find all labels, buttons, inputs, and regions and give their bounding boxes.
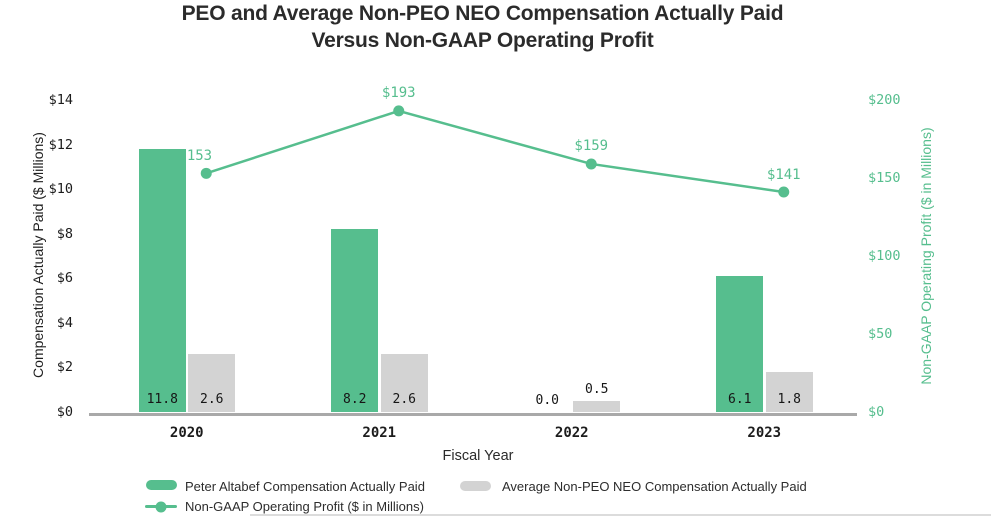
line-point-label: $141 bbox=[766, 166, 801, 183]
chart-title-line1: PEO and Average Non-PEO NEO Compensation… bbox=[181, 2, 784, 25]
bar-value-label: 1.8 bbox=[777, 392, 801, 407]
nonpeo-bar bbox=[765, 371, 813, 412]
x-axis-category-label: 2023 bbox=[747, 425, 782, 441]
nonpeo-bar bbox=[380, 354, 428, 412]
line-point-marker bbox=[393, 105, 405, 117]
peo-bar bbox=[716, 276, 764, 412]
x-axis-category-label: 2020 bbox=[169, 425, 204, 441]
x-axis-line bbox=[89, 413, 857, 416]
bar-value-label: 8.2 bbox=[343, 392, 367, 407]
right-axis-tick-label: $100 bbox=[868, 248, 901, 264]
bar-value-label: 6.1 bbox=[728, 392, 752, 407]
left-axis-tick-label: $8 bbox=[56, 225, 73, 242]
x-axis-category-label: 2022 bbox=[554, 425, 589, 441]
line-point-icon bbox=[155, 501, 167, 512]
left-axis-tick-label: $2 bbox=[56, 359, 73, 376]
left-axis-tick-label: $0 bbox=[56, 404, 73, 420]
profit-line bbox=[205, 109, 784, 194]
chart-title: PEO and Average Non-PEO NEO Compensation… bbox=[0, 0, 965, 54]
left-axis-tick-label: $10 bbox=[48, 181, 73, 198]
line-point-label: $193 bbox=[381, 85, 416, 102]
peo-bar bbox=[331, 229, 379, 412]
left-axis-tick-label: $6 bbox=[56, 270, 73, 287]
left-axis-tick-label: $4 bbox=[56, 314, 73, 331]
bar-value-label: 2.6 bbox=[392, 392, 416, 407]
bar-value-label: 0.0 bbox=[535, 393, 559, 408]
line-point-marker bbox=[585, 158, 597, 170]
legend-swatch-peo-bar bbox=[146, 480, 177, 490]
legend-line-marker bbox=[145, 501, 177, 512]
line-point-label: $153 bbox=[178, 147, 213, 164]
left-axis-tick-label: $14 bbox=[48, 92, 73, 108]
x-axis-label: Fiscal Year bbox=[442, 448, 514, 464]
bar-value-label: 0.5 bbox=[585, 381, 609, 397]
bar-value-label: 2.6 bbox=[200, 392, 224, 407]
line-point-label: $159 bbox=[574, 138, 609, 155]
peo-bar bbox=[138, 149, 186, 412]
right-axis-tick-label: $150 bbox=[868, 170, 901, 186]
legend-label-peo-bar: Peter Altabef Compensation Actually Paid bbox=[185, 479, 425, 494]
right-axis-tick-label: $50 bbox=[868, 326, 893, 342]
line-point-marker bbox=[778, 186, 790, 198]
legend-label-nonpeo-bar: Average Non-PEO NEO Compensation Actuall… bbox=[502, 479, 807, 494]
bar-value-label: 11.8 bbox=[146, 392, 178, 407]
line-point-marker bbox=[200, 167, 212, 179]
legend-label-profit-line: Non-GAAP Operating Profit ($ in Millions… bbox=[185, 499, 424, 514]
right-axis-tick-label: $200 bbox=[868, 92, 901, 108]
nonpeo-bar bbox=[188, 354, 236, 412]
left-axis-title: Compensation Actually Paid ($ Millions) bbox=[30, 132, 46, 378]
legend-swatch-nonpeo-bar bbox=[460, 481, 491, 491]
bottom-divider bbox=[250, 514, 991, 516]
nonpeo-bar bbox=[573, 400, 621, 412]
x-axis-category-label: 2021 bbox=[362, 425, 397, 441]
left-axis-tick-label: $12 bbox=[48, 136, 73, 153]
chart-title-line2: Versus Non-GAAP Operating Profit bbox=[311, 29, 654, 52]
right-axis-tick-label: $0 bbox=[868, 404, 885, 420]
